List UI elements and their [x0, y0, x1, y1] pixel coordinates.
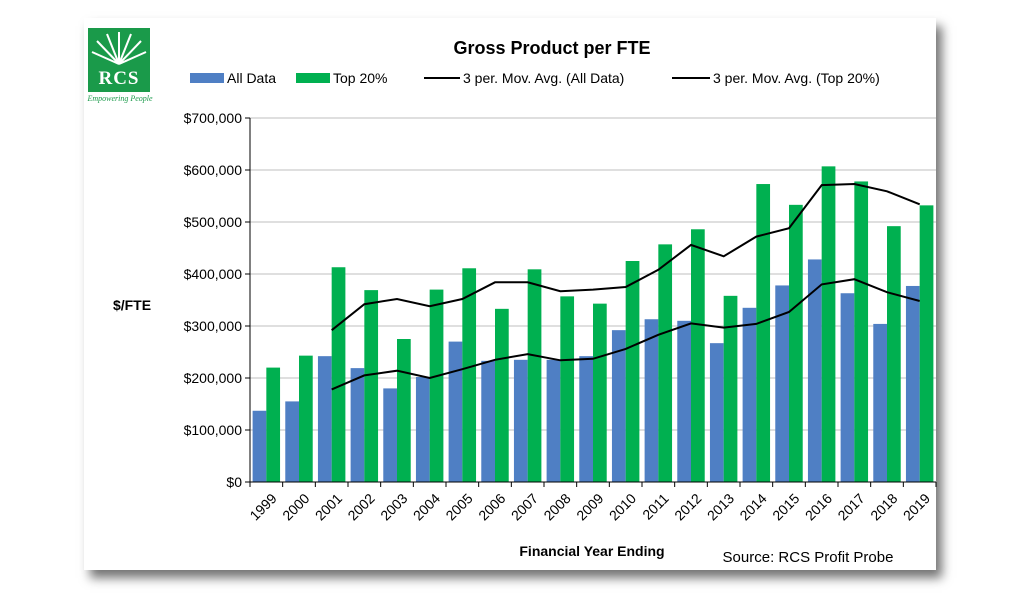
bar-all-data-2001	[317, 356, 332, 482]
y-axis-label: $/FTE	[113, 297, 151, 313]
bar-top20-2019	[919, 205, 934, 483]
line-mavg-all-data	[331, 278, 920, 391]
line-mavg-top20	[331, 182, 921, 331]
x-tick-label: 2013	[704, 490, 737, 523]
y-axis-ticks: $0 $100,000 $200,000 $300,000 $400,000 $500,0…	[184, 110, 251, 490]
bar-all-data-1999	[252, 410, 267, 482]
moving-average-lines	[331, 182, 921, 391]
bar-top20-2007	[527, 269, 542, 482]
bar-all-data-2003	[383, 388, 397, 482]
source-note: Source: RCS Profit Probe	[723, 549, 894, 566]
x-tick-label: 2017	[834, 490, 867, 523]
x-tick-label: 2008	[540, 490, 573, 523]
x-tick-label: 2002	[344, 490, 377, 523]
chart-title: Gross Product per FTE	[453, 38, 650, 58]
legend-label-all-data: All Data	[227, 70, 276, 86]
bar-all-data-2017	[840, 293, 855, 482]
bar-top20-2018	[887, 226, 901, 482]
y-tick-label: $500,000	[184, 214, 243, 230]
x-tick-label: 2011	[639, 490, 672, 523]
bar-top20-2001	[331, 267, 346, 482]
bar-all-data-2011	[644, 319, 659, 482]
x-tick-label: 2004	[410, 490, 443, 523]
bar-all-data-2019	[905, 285, 920, 482]
bar-top20-1999	[266, 367, 281, 482]
bar-top20-2004	[429, 289, 444, 482]
bar-top20-2002	[364, 290, 379, 482]
bar-top20-2008	[560, 296, 575, 482]
bar-top20-2011	[658, 244, 673, 482]
bars	[252, 166, 934, 483]
bar-top20-2006	[495, 308, 509, 482]
x-tick-label: 2001	[312, 490, 345, 523]
legend-swatch-top20	[296, 73, 330, 83]
bar-top20-2013	[723, 295, 738, 482]
x-tick-label: 2003	[377, 490, 410, 523]
y-tick-label: $0	[226, 474, 242, 490]
legend-label-top20: Top 20%	[333, 70, 387, 86]
bar-all-data-2000	[285, 401, 299, 482]
legend: All Data Top 20% 3 per. Mov. Avg. (All D…	[190, 70, 880, 86]
bar-all-data-2016	[807, 259, 822, 482]
bar-all-data-2002	[350, 368, 365, 482]
x-tick-label: 2007	[508, 490, 541, 523]
bar-all-data-2007	[513, 359, 528, 482]
legend-swatch-all-data	[190, 73, 224, 83]
x-tick-label: 2010	[606, 490, 639, 523]
rcs-logo-graphic	[88, 28, 150, 92]
x-axis-ticks: 1999 2000 2001 2002 2003 2004 2005 2006 2007 2008…	[246, 481, 937, 524]
bar-top20-2009	[593, 303, 607, 482]
x-tick-label: 2012	[671, 490, 704, 523]
bar-top20-2003	[397, 339, 411, 482]
bar-top20-2015	[789, 204, 803, 482]
x-tick-label: 2005	[442, 490, 475, 523]
rcs-logo: RCS Empowering People	[87, 28, 160, 112]
y-tick-label: $600,000	[184, 162, 243, 178]
bar-all-data-2018	[873, 323, 887, 482]
legend-label-mavg-all: 3 per. Mov. Avg. (All Data)	[463, 70, 624, 86]
bar-all-data-2010	[611, 330, 626, 482]
bar-top20-2014	[756, 184, 771, 483]
x-tick-label: 2006	[475, 490, 508, 523]
logo-tagline: Empowering People	[87, 94, 153, 103]
y-tick-label: $400,000	[184, 266, 243, 282]
x-tick-label: 2018	[867, 490, 900, 523]
logo-text: RCS	[98, 68, 140, 89]
x-tick-label: 2009	[573, 490, 606, 523]
x-tick-label: 2014	[736, 490, 769, 523]
x-tick-label: 2016	[802, 490, 835, 523]
bar-all-data-2014	[742, 307, 757, 482]
bar-all-data-2006	[481, 360, 495, 482]
bar-top20-2017	[854, 181, 869, 482]
legend-label-mavg-top20: 3 per. Mov. Avg. (Top 20%)	[713, 70, 880, 86]
x-tick-label: 2019	[900, 490, 933, 523]
bar-all-data-2008	[546, 359, 561, 482]
bar-all-data-2013	[709, 343, 724, 482]
x-tick-label: 2000	[279, 490, 312, 523]
bar-all-data-2009	[579, 356, 593, 482]
x-tick-label: 2015	[769, 490, 802, 523]
y-tick-label: $100,000	[184, 422, 243, 438]
bar-all-data-2005	[448, 341, 463, 482]
x-tick-label: 1999	[246, 490, 279, 523]
bar-top20-2016	[821, 166, 836, 483]
bar-all-data-2012	[677, 320, 691, 482]
bar-top20-2010	[625, 261, 640, 482]
bar-all-data-2004	[415, 376, 430, 482]
y-tick-label: $200,000	[184, 370, 243, 386]
y-tick-label: $300,000	[184, 318, 243, 334]
y-tick-label: $700,000	[184, 110, 243, 126]
bar-top20-2005	[462, 268, 477, 482]
bar-top20-2012	[691, 229, 705, 482]
bar-top20-2000	[299, 355, 313, 482]
bar-all-data-2015	[775, 285, 789, 482]
x-axis-label: Financial Year Ending	[519, 543, 664, 559]
